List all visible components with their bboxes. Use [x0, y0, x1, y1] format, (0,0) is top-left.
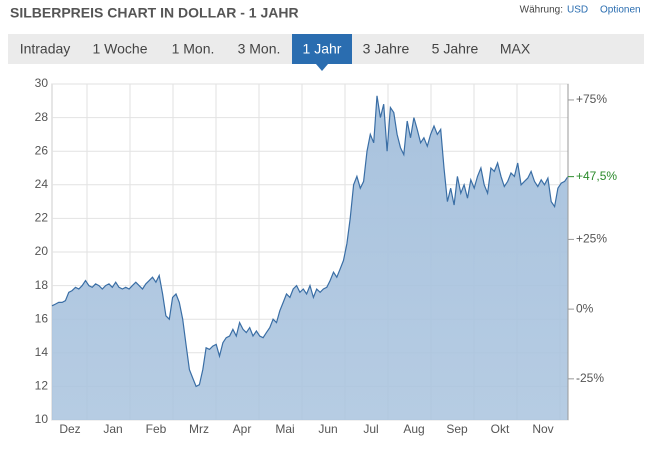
- y2-tick-label: +75%: [576, 92, 607, 106]
- y2-tick-label: +25%: [576, 232, 607, 246]
- y-tick-label: 30: [35, 76, 49, 90]
- y-tick-label: 24: [35, 177, 49, 191]
- tab[interactable]: Intraday: [20, 41, 71, 57]
- x-tick-label: Nov: [532, 422, 553, 436]
- x-tick-label: Sep: [446, 422, 468, 436]
- y-tick-label: 12: [35, 379, 49, 393]
- x-tick-label: Apr: [233, 422, 252, 436]
- currency-label: Währung:: [520, 5, 563, 16]
- tab-label: 1 Mon.: [172, 41, 215, 57]
- tab[interactable]: 1 Woche: [93, 41, 148, 57]
- y2-tick-label: 0%: [576, 301, 594, 315]
- x-tick-label: Jan: [103, 422, 122, 436]
- tab-label: Intraday: [20, 41, 71, 57]
- x-tick-label: Jul: [363, 422, 378, 436]
- active-tab-arrow: [316, 64, 328, 71]
- active-tab-bg: [292, 34, 352, 64]
- tab-label: 3 Jahre: [363, 41, 410, 57]
- y-tick-label: 18: [35, 278, 49, 292]
- tab[interactable]: 1 Mon.: [172, 41, 215, 57]
- options-link[interactable]: Optionen: [600, 5, 641, 16]
- tab[interactable]: 3 Mon.: [238, 41, 281, 57]
- y-tick-label: 26: [35, 143, 49, 157]
- tab[interactable]: 1 Jahr: [292, 34, 352, 71]
- tab-label: 5 Jahre: [432, 41, 479, 57]
- y-tick-label: 20: [35, 244, 49, 258]
- y2-tick-label: -25%: [576, 371, 604, 385]
- currency[interactable]: USD: [567, 5, 588, 16]
- x-tick-label: Aug: [403, 422, 424, 436]
- x-tick-label: Dez: [59, 422, 80, 436]
- tab[interactable]: 5 Jahre: [432, 41, 479, 57]
- tab[interactable]: 3 Jahre: [363, 41, 410, 57]
- tab-label: MAX: [500, 41, 531, 57]
- area: [52, 95, 568, 421]
- y-tick-label: 28: [35, 110, 49, 124]
- y-tick-label: 16: [35, 311, 49, 325]
- y-tick-label: 14: [35, 345, 49, 359]
- x-tick-label: Mrz: [189, 422, 209, 436]
- y-tick-label: 22: [35, 211, 49, 225]
- tab[interactable]: MAX: [500, 41, 531, 57]
- current-label: +47,5%: [576, 169, 617, 183]
- x-tick-label: Mai: [275, 422, 294, 436]
- tab-label: 3 Mon.: [238, 41, 281, 57]
- x-tick-label: Feb: [146, 422, 167, 436]
- y-tick-label: 10: [35, 412, 49, 426]
- price-line: [51, 95, 569, 388]
- chart-title: SILBERPREIS CHART IN DOLLAR - 1 JAHR: [10, 5, 299, 21]
- x-tick-label: Okt: [491, 422, 510, 436]
- tab-label: 1 Woche: [93, 41, 148, 57]
- x-tick-label: Jun: [318, 422, 337, 436]
- tab-label: 1 Jahr: [303, 41, 342, 57]
